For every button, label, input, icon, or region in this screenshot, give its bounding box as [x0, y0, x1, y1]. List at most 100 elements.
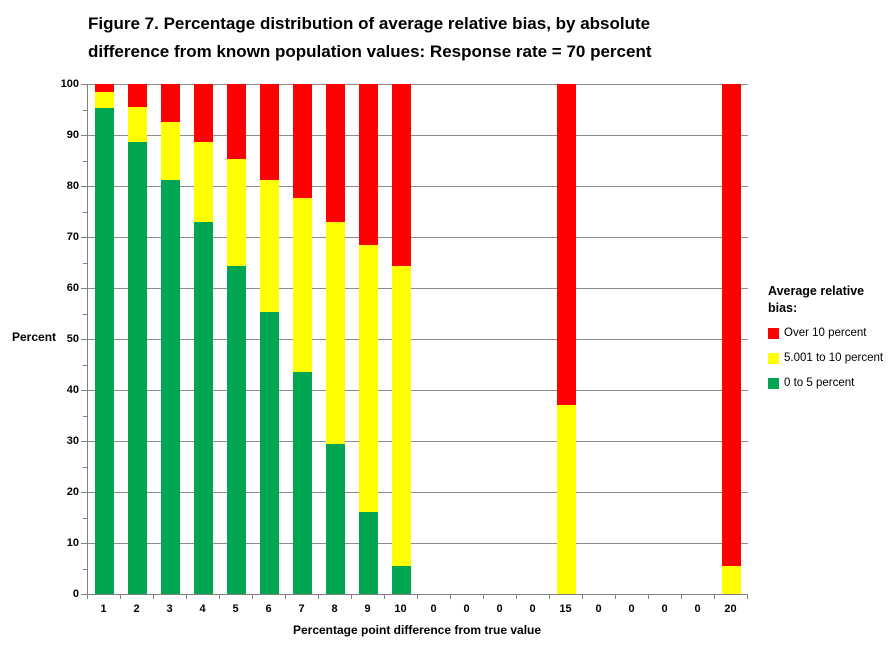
- bar-segment: [161, 179, 180, 594]
- bar-category-15-14: [557, 84, 576, 594]
- bar-segment: [722, 84, 741, 566]
- y-minor-tick-mark: [83, 160, 87, 162]
- bar-segment: [260, 179, 279, 312]
- bar-segment: [722, 565, 741, 594]
- bar-segment: [326, 222, 345, 445]
- bar-category-2-1: [128, 84, 147, 594]
- y-tick-mark: [81, 288, 87, 289]
- x-tick-label: 7: [298, 603, 305, 615]
- legend-title-line2: bias:: [768, 301, 798, 315]
- x-tick-mark: [153, 595, 154, 599]
- bar-segment: [359, 84, 378, 245]
- x-tick-label: 0: [694, 603, 701, 615]
- x-tick-mark: [285, 595, 286, 599]
- bar-segment: [128, 142, 147, 594]
- y-tick-label: 10: [66, 537, 79, 549]
- y-tick-label: 30: [66, 435, 79, 447]
- bar-segment: [161, 122, 180, 180]
- legend-item: Over 10 percent: [768, 327, 894, 339]
- legend-title-line1: Average relative: [768, 284, 865, 298]
- bar-segment: [128, 107, 147, 143]
- legend-label: Over 10 percent: [784, 327, 867, 339]
- bar-segment: [359, 512, 378, 594]
- chart-title-line1: Figure 7. Percentage distribution of ave…: [88, 14, 651, 33]
- y-minor-tick-mark: [83, 517, 87, 519]
- x-tick-mark: [648, 595, 649, 599]
- x-tick-mark: [681, 595, 682, 599]
- y-minor-tick-mark: [83, 313, 87, 315]
- x-tick-mark: [252, 595, 253, 599]
- y-tick-mark: [81, 135, 87, 136]
- bar-segment: [326, 444, 345, 594]
- x-tick-mark: [582, 595, 583, 599]
- plot-area: [87, 84, 748, 595]
- x-tick-label: 6: [265, 603, 272, 615]
- legend-title: Average relative bias:: [768, 283, 894, 317]
- y-minor-tick-mark: [83, 415, 87, 417]
- legend: Average relative bias: Over 10 percent 5.…: [768, 283, 894, 402]
- bar-segment: [392, 565, 411, 594]
- y-minor-tick-mark: [83, 364, 87, 366]
- x-tick-label: 4: [199, 603, 206, 615]
- x-tick-label: 0: [496, 603, 503, 615]
- bar-category-10-9: [392, 84, 411, 594]
- x-tick-mark: [87, 595, 88, 599]
- y-tick-label: 70: [66, 231, 79, 243]
- x-tick-label: 0: [529, 603, 536, 615]
- x-tick-label: 10: [394, 603, 407, 615]
- y-tick-label: 20: [66, 486, 79, 498]
- x-tick-mark: [516, 595, 517, 599]
- x-tick-mark: [318, 595, 319, 599]
- bar-segment: [260, 84, 279, 180]
- x-tick-mark: [186, 595, 187, 599]
- x-tick-mark: [549, 595, 550, 599]
- legend-swatch-icon: [768, 327, 779, 339]
- legend-item: 5.001 to 10 percent: [768, 352, 894, 364]
- bar-category-5-4: [227, 84, 246, 594]
- y-tick-label: 90: [66, 129, 79, 141]
- bar-segment: [293, 372, 312, 594]
- grid-line: [88, 186, 748, 187]
- bar-segment: [392, 84, 411, 267]
- x-tick-mark: [120, 595, 121, 599]
- y-tick-label: 40: [66, 384, 79, 396]
- bar-segment: [392, 266, 411, 566]
- bar-segment: [557, 405, 576, 594]
- bar-segment: [194, 84, 213, 143]
- y-minor-tick-mark: [83, 262, 87, 264]
- x-tick-mark: [417, 595, 418, 599]
- bar-category-4-3: [194, 84, 213, 594]
- bar-category-9-8: [359, 84, 378, 594]
- x-tick-label: 2: [133, 603, 140, 615]
- y-tick-mark: [81, 390, 87, 391]
- x-tick-mark: [351, 595, 352, 599]
- x-tick-label: 9: [364, 603, 371, 615]
- x-tick-label: 8: [331, 603, 338, 615]
- y-minor-tick-mark: [83, 568, 87, 570]
- legend-item: 0 to 5 percent: [768, 377, 894, 389]
- x-tick-label: 1: [100, 603, 107, 615]
- bar-category-8-7: [326, 84, 345, 594]
- grid-line: [88, 339, 748, 340]
- bar-segment: [326, 84, 345, 223]
- chart-title-line2: difference from known population values:…: [88, 42, 652, 61]
- bar-segment: [227, 266, 246, 594]
- bar-segment: [293, 198, 312, 373]
- bar-segment: [260, 311, 279, 594]
- x-tick-mark: [615, 595, 616, 599]
- bar-segment: [194, 222, 213, 594]
- x-tick-label: 0: [661, 603, 668, 615]
- x-tick-label: 0: [463, 603, 470, 615]
- bar-category-1-0: [95, 84, 114, 594]
- legend-label: 0 to 5 percent: [784, 377, 855, 389]
- x-tick-mark: [450, 595, 451, 599]
- x-tick-label: 0: [628, 603, 635, 615]
- bar-category-7-6: [293, 84, 312, 594]
- y-tick-mark: [81, 543, 87, 544]
- grid-line: [88, 492, 748, 493]
- bar-segment: [293, 84, 312, 199]
- x-tick-mark: [384, 595, 385, 599]
- y-tick-label: 80: [66, 180, 79, 192]
- legend-items: Over 10 percent 5.001 to 10 percent 0 to 5…: [768, 327, 894, 389]
- x-tick-label: 0: [595, 603, 602, 615]
